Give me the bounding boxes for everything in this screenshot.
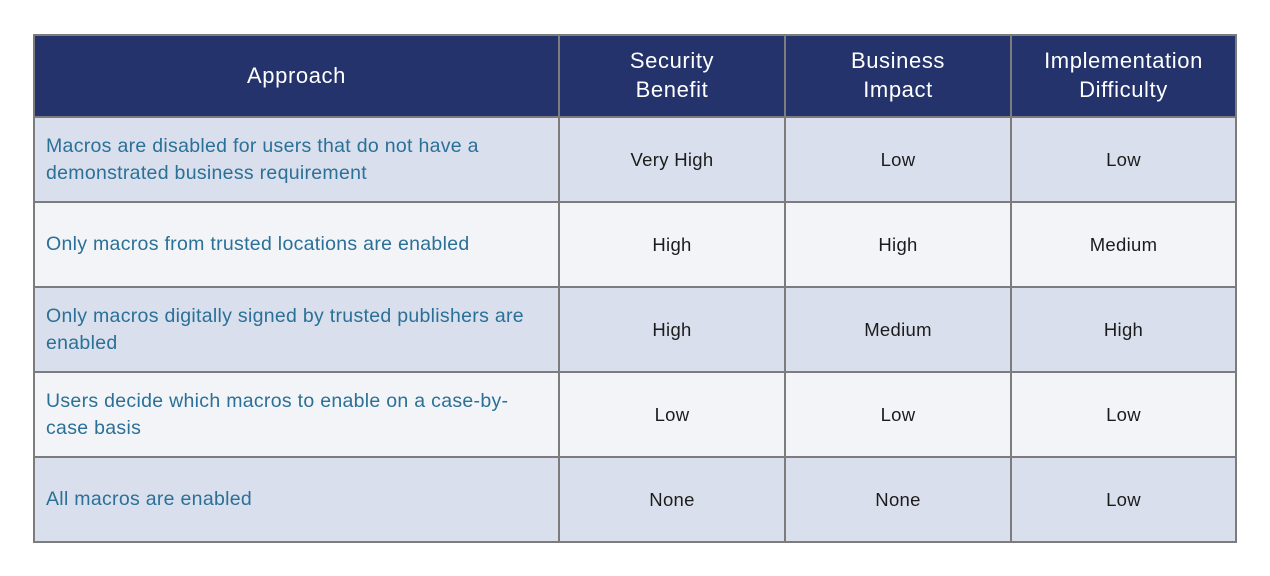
approach-cell: Only macros from trusted locations are e… [33, 201, 560, 288]
implementation-difficulty-cell: Low [1010, 371, 1237, 458]
table-row: Macros are disabled for users that do no… [33, 116, 1237, 203]
table-row: Only macros digitally signed by trusted … [33, 286, 1237, 373]
header-row: Approach Security Benefit Business Impac… [33, 34, 1237, 118]
column-header-security-benefit: Security Benefit [558, 34, 786, 118]
approach-cell: Macros are disabled for users that do no… [33, 116, 560, 203]
security-benefit-cell: High [558, 286, 786, 373]
business-impact-cell: Low [784, 116, 1012, 203]
implementation-difficulty-cell: High [1010, 286, 1237, 373]
security-benefit-cell: Very High [558, 116, 786, 203]
security-benefit-cell: Low [558, 371, 786, 458]
implementation-difficulty-cell: Low [1010, 116, 1237, 203]
column-header-business-impact: Business Impact [784, 34, 1012, 118]
column-header-implementation-difficulty: Implementation Difficulty [1010, 34, 1237, 118]
table-header: Approach Security Benefit Business Impac… [33, 34, 1237, 118]
implementation-difficulty-cell: Medium [1010, 201, 1237, 288]
approach-cell: Only macros digitally signed by trusted … [33, 286, 560, 373]
approach-cell: Users decide which macros to enable on a… [33, 371, 560, 458]
table-row: Users decide which macros to enable on a… [33, 371, 1237, 458]
approach-cell: All macros are enabled [33, 456, 560, 543]
business-impact-cell: Low [784, 371, 1012, 458]
business-impact-cell: High [784, 201, 1012, 288]
business-impact-cell: None [784, 456, 1012, 543]
column-header-approach: Approach [33, 34, 560, 118]
business-impact-cell: Medium [784, 286, 1012, 373]
security-benefit-cell: None [558, 456, 786, 543]
macro-security-approaches-table: Approach Security Benefit Business Impac… [33, 34, 1237, 543]
security-benefit-cell: High [558, 201, 786, 288]
table-body: Macros are disabled for users that do no… [33, 116, 1237, 543]
table-row: Only macros from trusted locations are e… [33, 201, 1237, 288]
table-row: All macros are enabled None None Low [33, 456, 1237, 543]
implementation-difficulty-cell: Low [1010, 456, 1237, 543]
